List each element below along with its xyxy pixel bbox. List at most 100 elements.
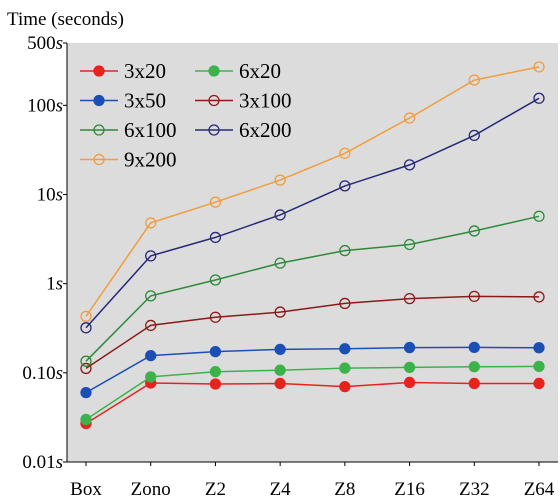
y-tick-label: 500s — [27, 33, 63, 54]
data-point — [468, 225, 480, 237]
data-point — [468, 377, 480, 390]
data-point — [274, 364, 286, 376]
legend-marker — [93, 94, 105, 107]
legend-label: 3x50 — [124, 89, 166, 113]
data-point — [533, 92, 545, 104]
data-point — [339, 297, 351, 310]
data-point — [274, 209, 286, 221]
series-line — [85, 365, 540, 421]
data-point — [80, 322, 92, 334]
legend-label: 6x20 — [239, 59, 281, 83]
data-point — [209, 378, 222, 390]
series-line — [85, 346, 540, 394]
data-point — [274, 343, 286, 356]
series-6x100 — [80, 210, 545, 367]
x-tick-label: Z16 — [394, 479, 425, 500]
legend-marker — [93, 65, 105, 77]
y-tick-label: 10s — [37, 184, 63, 205]
legend-label: 3x20 — [124, 59, 166, 83]
data-point — [468, 129, 480, 142]
data-point — [468, 290, 480, 303]
legend-marker — [93, 153, 105, 166]
y-axis-label: Time (seconds) — [7, 9, 124, 30]
series-3x50 — [80, 341, 545, 399]
x-axis: Box Zono Z2 Z4 Z8 Z16 Z32 Z64 — [67, 461, 558, 500]
data-point — [145, 290, 157, 302]
data-point — [403, 112, 416, 124]
plot-area — [67, 43, 558, 462]
series-layer — [80, 61, 545, 430]
data-point — [403, 361, 416, 374]
data-point — [80, 362, 92, 375]
data-point — [403, 292, 416, 305]
data-point — [274, 257, 286, 269]
legend-item: 3x100 — [195, 89, 292, 113]
data-point — [209, 196, 222, 208]
data-point — [403, 376, 416, 389]
legend-marker — [208, 65, 220, 77]
series-9x200 — [80, 61, 545, 322]
legend-label: 6x100 — [124, 118, 177, 142]
series-line — [85, 97, 540, 329]
legend-item: 6x200 — [195, 118, 292, 142]
y-axis: 500s 100s 10s 1s 0.10s 0.01s — [22, 33, 68, 473]
data-point — [468, 341, 480, 354]
data-point — [80, 355, 92, 367]
legend-item: 6x100 — [80, 118, 177, 142]
data-point — [209, 311, 222, 323]
data-point — [274, 306, 286, 318]
legend-label: 9x200 — [124, 148, 177, 172]
data-point — [145, 349, 157, 362]
legend-marker — [208, 124, 220, 136]
data-point — [339, 180, 351, 192]
data-point — [145, 250, 157, 262]
series-line — [85, 66, 540, 317]
data-point — [80, 413, 92, 426]
x-tick-label: Z32 — [459, 479, 490, 500]
x-tick-label: Z64 — [524, 479, 555, 500]
data-point — [145, 217, 157, 229]
x-tick-label: Box — [70, 479, 102, 500]
data-point — [533, 210, 545, 222]
legend-marker — [93, 124, 105, 136]
data-point — [533, 342, 545, 354]
data-point — [145, 371, 157, 383]
data-point — [468, 361, 480, 373]
data-point — [209, 231, 222, 244]
x-tick-label: Z2 — [205, 479, 226, 500]
x-tick-label: Z4 — [270, 479, 292, 500]
data-point — [274, 174, 286, 186]
series-line — [85, 381, 539, 425]
series-line — [85, 295, 540, 370]
data-point — [209, 274, 222, 286]
data-point — [339, 343, 351, 355]
legend-item: 3x50 — [80, 89, 166, 113]
data-point — [533, 291, 545, 303]
series-3x20 — [80, 376, 545, 430]
data-point — [533, 61, 545, 73]
data-point — [80, 386, 92, 399]
data-point — [533, 377, 545, 390]
data-point — [339, 380, 351, 393]
data-point — [209, 366, 222, 378]
y-tick-label: 1s — [46, 274, 63, 295]
legend-marker — [208, 94, 220, 107]
x-tick-label: Z8 — [334, 479, 355, 500]
data-point — [209, 345, 222, 358]
data-point — [468, 74, 480, 86]
y-tick-label: 100s — [27, 95, 63, 116]
data-point — [339, 362, 351, 374]
y-tick-label: 0.01s — [22, 452, 63, 473]
legend: 3x20 6x20 3x50 3x100 6x100 6x200 9x200 — [80, 59, 292, 172]
data-point — [80, 310, 92, 322]
series-3x100 — [80, 290, 545, 375]
data-point — [403, 341, 416, 354]
data-point — [339, 244, 351, 257]
legend-item: 6x20 — [195, 59, 281, 83]
x-tick-label: Zono — [131, 479, 171, 500]
data-point — [145, 319, 157, 332]
series-line — [85, 215, 540, 362]
legend-label: 3x100 — [239, 89, 292, 113]
data-point — [403, 238, 416, 251]
